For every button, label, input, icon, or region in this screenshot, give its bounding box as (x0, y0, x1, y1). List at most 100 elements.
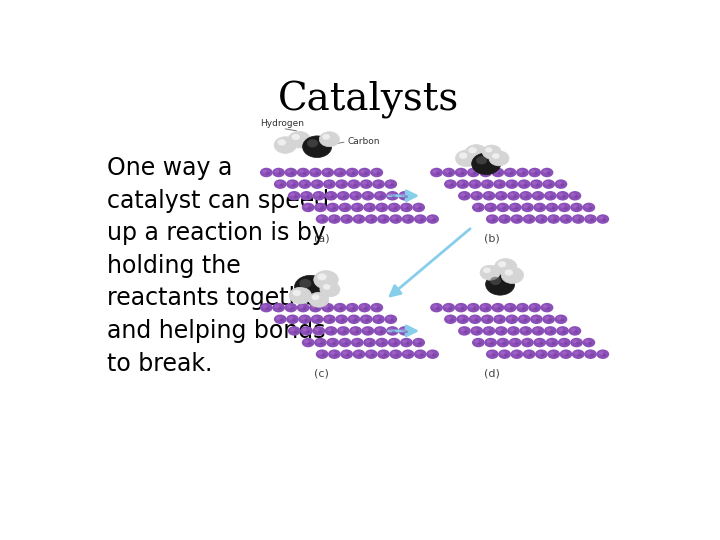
Circle shape (481, 179, 494, 189)
Circle shape (272, 303, 285, 312)
Circle shape (408, 219, 411, 221)
Circle shape (357, 342, 361, 345)
Circle shape (327, 193, 332, 197)
Circle shape (488, 216, 493, 220)
Circle shape (459, 316, 464, 320)
Circle shape (546, 193, 551, 197)
Circle shape (406, 207, 410, 210)
Circle shape (495, 181, 500, 185)
Circle shape (471, 316, 476, 320)
Circle shape (369, 207, 373, 210)
Circle shape (511, 205, 516, 208)
Circle shape (462, 184, 466, 186)
Circle shape (528, 219, 533, 221)
Circle shape (488, 195, 492, 198)
Circle shape (444, 179, 457, 189)
Circle shape (364, 307, 368, 310)
Circle shape (565, 219, 570, 221)
Circle shape (544, 181, 549, 185)
Circle shape (360, 305, 365, 308)
Circle shape (546, 172, 550, 175)
Circle shape (415, 205, 419, 208)
Circle shape (585, 205, 590, 208)
Circle shape (582, 202, 595, 212)
Circle shape (469, 170, 474, 173)
Circle shape (286, 314, 299, 324)
Circle shape (603, 219, 606, 221)
Circle shape (330, 195, 334, 198)
Circle shape (509, 328, 514, 332)
Circle shape (444, 170, 449, 173)
Circle shape (516, 354, 520, 356)
Circle shape (531, 170, 536, 173)
Circle shape (311, 170, 316, 173)
Circle shape (333, 168, 346, 177)
Circle shape (334, 219, 338, 221)
Circle shape (375, 338, 388, 347)
Circle shape (520, 316, 525, 320)
Circle shape (274, 314, 287, 324)
Circle shape (459, 181, 464, 185)
Circle shape (302, 328, 307, 332)
Circle shape (317, 184, 320, 186)
Circle shape (495, 259, 517, 275)
Circle shape (338, 338, 351, 347)
Circle shape (554, 314, 567, 324)
Circle shape (486, 349, 499, 359)
Circle shape (350, 181, 354, 185)
Circle shape (365, 214, 377, 224)
Circle shape (316, 205, 321, 208)
Circle shape (402, 214, 415, 224)
Circle shape (352, 307, 356, 310)
Circle shape (328, 349, 341, 359)
Circle shape (585, 340, 590, 343)
Circle shape (318, 273, 327, 280)
Circle shape (522, 172, 526, 175)
Circle shape (432, 305, 437, 308)
Circle shape (428, 216, 433, 220)
Circle shape (476, 156, 487, 164)
Circle shape (536, 184, 540, 186)
Circle shape (493, 179, 506, 189)
Circle shape (362, 181, 367, 185)
Circle shape (495, 326, 508, 336)
Circle shape (507, 191, 520, 200)
Circle shape (311, 179, 323, 189)
Circle shape (554, 179, 567, 189)
Circle shape (300, 191, 313, 200)
Circle shape (413, 202, 425, 212)
Circle shape (290, 328, 295, 332)
Circle shape (377, 340, 382, 343)
Circle shape (446, 316, 451, 320)
Circle shape (420, 354, 423, 356)
Circle shape (557, 326, 569, 336)
Circle shape (549, 351, 554, 355)
Circle shape (476, 195, 480, 198)
Circle shape (575, 195, 578, 198)
Circle shape (467, 168, 480, 177)
Circle shape (311, 314, 323, 324)
Circle shape (513, 330, 517, 333)
Circle shape (355, 195, 359, 198)
Circle shape (360, 179, 372, 189)
Circle shape (392, 330, 396, 333)
Circle shape (572, 340, 577, 343)
Circle shape (274, 170, 279, 173)
Circle shape (400, 338, 413, 347)
Circle shape (498, 349, 511, 359)
Circle shape (351, 328, 356, 332)
Circle shape (464, 330, 468, 333)
Circle shape (546, 328, 551, 332)
Circle shape (495, 191, 508, 200)
Circle shape (301, 181, 305, 185)
Circle shape (402, 340, 407, 343)
Circle shape (564, 207, 567, 210)
Circle shape (274, 179, 287, 189)
Circle shape (499, 184, 503, 186)
Circle shape (367, 351, 372, 355)
Circle shape (432, 354, 436, 356)
Circle shape (374, 326, 387, 336)
Circle shape (384, 179, 397, 189)
Circle shape (329, 319, 333, 322)
Circle shape (260, 303, 273, 312)
